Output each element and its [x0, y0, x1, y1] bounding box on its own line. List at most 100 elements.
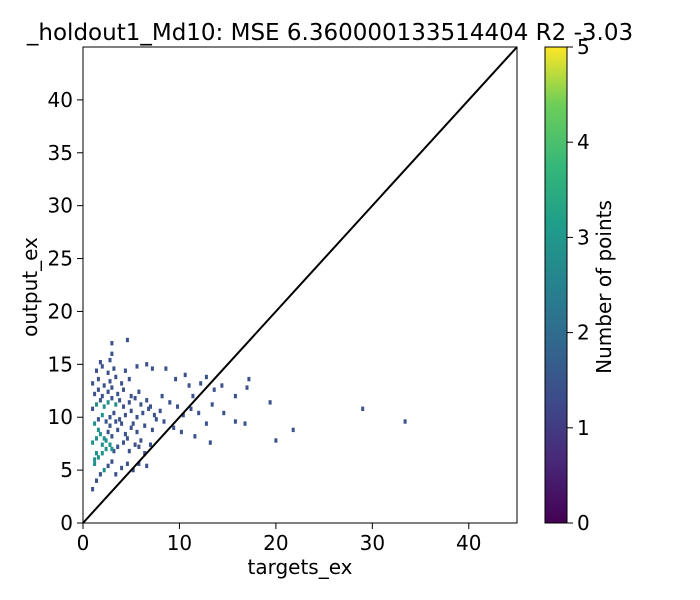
colorbar-tick-label: 4 — [577, 130, 590, 154]
data-point — [145, 398, 149, 403]
data-point — [96, 427, 100, 433]
data-point — [133, 442, 137, 447]
data-point — [110, 446, 114, 452]
data-point — [212, 387, 216, 392]
data-point — [143, 423, 147, 428]
data-point — [160, 393, 164, 399]
data-point — [96, 387, 100, 392]
data-point — [108, 415, 112, 420]
data-point — [168, 400, 172, 405]
colorbar-tick-label: 0 — [577, 511, 590, 535]
y-tick-label: 40 — [48, 88, 73, 112]
data-point — [104, 438, 108, 443]
data-point — [95, 436, 98, 441]
y-tick-label: 35 — [48, 141, 73, 165]
data-point — [125, 461, 129, 466]
data-point — [245, 385, 249, 390]
data-point — [112, 448, 116, 454]
data-point — [108, 357, 112, 363]
data-point — [125, 337, 129, 343]
y-axis-ticks: 0 5 10 15 20 25 30 35 40 — [48, 88, 83, 535]
x-tick-label: 20 — [263, 531, 288, 555]
data-point — [91, 406, 95, 411]
data-point — [152, 412, 156, 418]
data-point — [100, 393, 104, 399]
data-point — [164, 366, 168, 371]
identity-line — [82, 46, 518, 524]
data-point — [189, 406, 193, 411]
data-point — [102, 404, 106, 409]
data-point — [98, 472, 102, 477]
data-point — [106, 429, 110, 435]
data-point — [91, 440, 95, 445]
x-tick-label: 10 — [167, 531, 192, 555]
data-point — [222, 410, 226, 416]
y-tick-label: 20 — [48, 299, 73, 323]
data-point — [127, 448, 131, 454]
data-point — [274, 438, 278, 443]
data-point — [110, 396, 114, 401]
data-point — [247, 376, 251, 382]
data-point — [112, 366, 116, 371]
data-point — [135, 429, 139, 435]
colorbar-tick-label: 5 — [577, 35, 590, 59]
data-point — [93, 391, 97, 397]
data-point — [135, 415, 139, 420]
data-point — [102, 436, 106, 441]
data-point — [114, 472, 118, 477]
y-tick-label: 5 — [60, 458, 73, 482]
data-point — [100, 442, 104, 447]
data-point — [120, 381, 124, 386]
data-point — [116, 444, 120, 449]
data-point — [106, 370, 110, 375]
data-point — [93, 421, 97, 426]
data-point — [96, 417, 100, 422]
data-point — [147, 406, 151, 411]
data-point — [143, 451, 147, 456]
data-point — [123, 431, 127, 437]
data-point — [123, 368, 127, 373]
data-point — [98, 360, 102, 365]
data-point — [108, 379, 112, 384]
data-point — [220, 383, 224, 388]
data-point — [110, 385, 114, 390]
data-point — [137, 389, 141, 394]
data-point — [116, 427, 120, 433]
colorbar-label: Number of points — [592, 200, 616, 374]
data-point — [120, 421, 124, 426]
y-tick-label: 0 — [60, 511, 73, 535]
data-point — [98, 431, 102, 437]
data-point — [139, 402, 143, 407]
data-point — [191, 393, 195, 399]
data-point — [199, 381, 203, 386]
data-point — [137, 461, 141, 466]
data-point — [403, 419, 407, 424]
data-point — [118, 398, 122, 403]
data-point — [125, 436, 129, 441]
density-points — [91, 337, 407, 492]
data-point — [233, 419, 237, 424]
data-point — [100, 364, 104, 369]
data-point — [139, 438, 143, 443]
colorbar-ticks: 0 1 2 3 4 5 — [567, 35, 590, 535]
y-axis-label: output_ex — [18, 237, 42, 337]
data-point — [110, 434, 114, 439]
data-point — [120, 465, 124, 471]
data-point — [108, 423, 112, 428]
data-point — [149, 442, 152, 447]
x-axis-ticks: 0 10 20 30 40 — [77, 523, 482, 555]
data-point — [150, 427, 154, 433]
data-point — [91, 487, 95, 492]
data-point — [102, 467, 106, 473]
data-point — [149, 404, 152, 409]
data-point — [243, 421, 247, 426]
x-tick-label: 30 — [360, 531, 385, 555]
data-point — [129, 393, 133, 399]
colorbar-tick-label: 2 — [577, 321, 590, 345]
data-point — [129, 408, 133, 414]
data-point — [122, 404, 125, 409]
x-axis-label: targets_ex — [247, 555, 352, 579]
data-point — [100, 451, 104, 456]
data-point — [129, 425, 133, 430]
data-point — [96, 376, 100, 382]
